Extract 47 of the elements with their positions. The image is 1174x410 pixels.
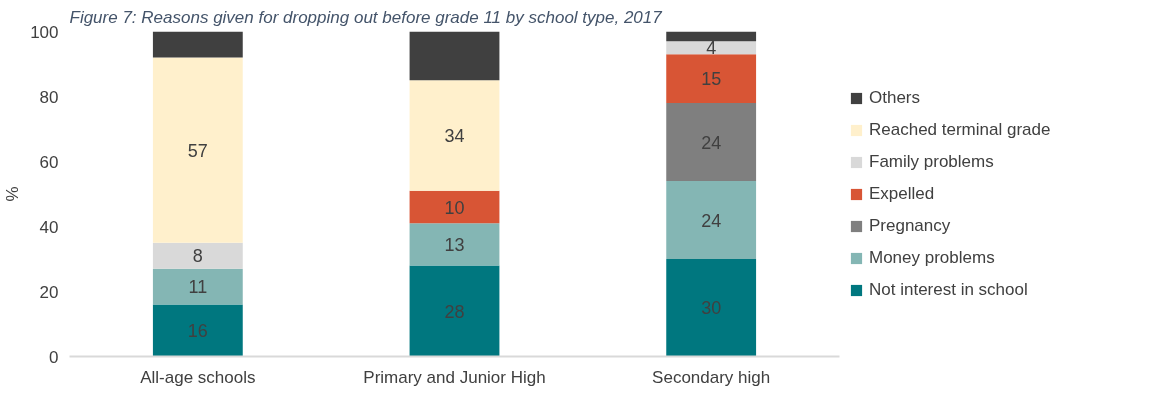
data-label: 24 (701, 132, 722, 153)
data-label: 10 (444, 197, 465, 218)
data-label: 30 (701, 298, 722, 319)
legend-label: Reached terminal grade (869, 119, 1051, 140)
x-tick-label: Primary and Junior High (363, 367, 546, 387)
legend-label: Not interest in school (869, 279, 1028, 300)
y-tick-label: 60 (39, 152, 59, 172)
data-label: 24 (701, 210, 722, 231)
legend-label: Pregnancy (869, 215, 951, 236)
bar (152, 268, 243, 305)
y-tick-label: 100 (30, 22, 59, 42)
legend-label: Family problems (869, 151, 994, 172)
y-axis-title: % (3, 186, 23, 202)
y-tick-label: 20 (39, 282, 59, 302)
x-tick-label: All-age schools (140, 367, 256, 387)
data-label: 16 (187, 321, 208, 341)
bar (666, 103, 757, 181)
bar (666, 259, 757, 357)
y-tick-label: 40 (39, 217, 59, 237)
legend-label: Expelled (869, 183, 935, 204)
bar (409, 80, 500, 191)
bar (152, 242, 243, 269)
data-label: 57 (187, 140, 208, 161)
bar (666, 31, 757, 42)
x-tick-label: Secondary high (652, 367, 771, 387)
y-tick-label: 0 (49, 347, 59, 367)
bar (666, 181, 757, 259)
bar (409, 265, 500, 357)
y-tick-label: 80 (39, 87, 59, 107)
bar (409, 223, 500, 266)
data-label: 34 (444, 126, 465, 146)
bar (666, 41, 757, 55)
bar (152, 304, 243, 357)
data-label: 8 (192, 246, 203, 267)
data-label: 13 (444, 234, 465, 255)
bar (409, 190, 500, 224)
bar (152, 31, 243, 58)
data-label: 28 (444, 301, 465, 322)
data-label: 11 (188, 277, 208, 298)
bar (409, 31, 500, 81)
data-label: 4 (706, 38, 717, 59)
legend-label: Others (869, 87, 921, 108)
bar (666, 54, 757, 103)
legend-label: Money problems (869, 247, 995, 268)
chart-title: Figure 7: Reasons given for dropping out before grade 11 by school type, 2017 (69, 7, 663, 27)
bar (152, 57, 243, 243)
data-label: 15 (701, 69, 722, 90)
